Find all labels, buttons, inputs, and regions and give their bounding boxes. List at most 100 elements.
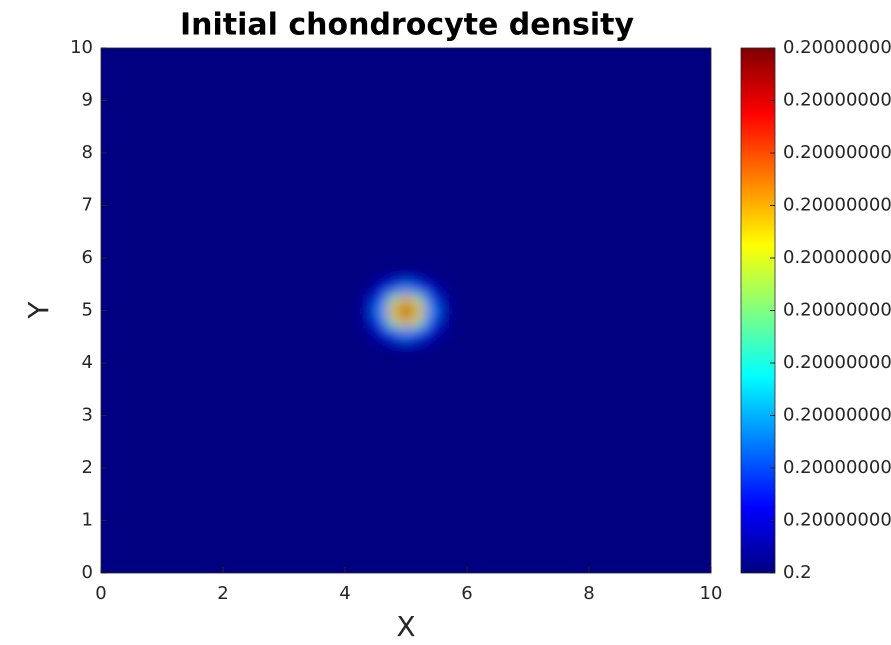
- heatmap-cell: [363, 284, 376, 296]
- heatmap-cell: [101, 284, 364, 296]
- heatmap-cell: [375, 315, 389, 327]
- heatmap-cell: [387, 48, 401, 275]
- heatmap-cell: [101, 336, 364, 348]
- heatmap-cell: [101, 305, 364, 317]
- heatmap-cell: [363, 305, 376, 317]
- y-tick-label: 7: [82, 195, 93, 216]
- heatmap-cell: [101, 326, 364, 338]
- heatmap-cell: [375, 48, 389, 275]
- heatmap-cell: [101, 347, 364, 573]
- colorbar-tick-label: 0.20000000: [783, 195, 891, 216]
- plot-frame: [100, 47, 712, 574]
- colorbar-tick-label: 0.20000000: [783, 405, 891, 426]
- heatmap-cell: [412, 315, 425, 327]
- heatmap-cell: [412, 305, 425, 317]
- heatmap-cell: [436, 326, 450, 338]
- heatmap-cell: [387, 315, 401, 327]
- heatmap-cell: [399, 315, 413, 327]
- heatmap-cell: [412, 294, 425, 306]
- x-tick-label: 2: [217, 583, 228, 604]
- colorbar-tick-label: 0.20000000: [783, 352, 891, 373]
- heatmap-cell: [424, 347, 437, 573]
- heatmap-cell: [399, 284, 413, 296]
- heatmap-cell: [101, 294, 364, 306]
- chart-title: Initial chondrocyte density: [180, 8, 635, 43]
- heatmap-cell: [448, 347, 711, 573]
- heatmap-cell: [424, 294, 437, 306]
- heatmap-cell: [436, 48, 450, 275]
- heatmap-cell: [399, 336, 413, 348]
- colorbar-tick-label: 0.20000000: [783, 457, 891, 478]
- heatmap-cell: [424, 315, 437, 327]
- x-tick-label: 4: [339, 583, 350, 604]
- heatmap-cell: [363, 294, 376, 306]
- heatmap-cell: [448, 305, 711, 317]
- heatmap-cell: [399, 294, 413, 306]
- heatmap-cell: [387, 284, 401, 296]
- heatmap-cells: [101, 48, 711, 573]
- heatmap-cell: [363, 347, 376, 573]
- heatmap-cell: [436, 294, 450, 306]
- heatmap-cell: [375, 336, 389, 348]
- y-tick-label: 8: [82, 142, 93, 163]
- heatmap-cell: [436, 305, 450, 317]
- heatmap-cell: [448, 315, 711, 327]
- y-tick-label: 0: [82, 562, 93, 583]
- heatmap-cell: [399, 273, 413, 285]
- heatmap-cell: [436, 315, 450, 327]
- heatmap-cell: [412, 336, 425, 348]
- heatmap-cell: [412, 326, 425, 338]
- heatmap-cell: [375, 273, 389, 285]
- heatmap-cell: [436, 336, 450, 348]
- y-tick-label: 5: [82, 300, 93, 321]
- y-tick-label: 10: [70, 37, 93, 58]
- heatmap-cell: [412, 48, 425, 275]
- heatmap-cell: [363, 48, 376, 275]
- heatmap-cell: [387, 326, 401, 338]
- heatmap-cell: [448, 273, 711, 285]
- heatmap-cell: [387, 294, 401, 306]
- heatmap-cell: [387, 347, 401, 573]
- y-axis-label: Y: [22, 301, 55, 320]
- heatmap-cell: [375, 305, 389, 317]
- colorbar-tick-label: 0.2: [783, 562, 812, 583]
- heatmap-cell: [375, 347, 389, 573]
- heatmap-cell: [448, 294, 711, 306]
- heatmap-cell: [387, 336, 401, 348]
- heatmap-cell: [363, 336, 376, 348]
- heatmap-cell: [399, 326, 413, 338]
- y-tick-label: 4: [82, 352, 93, 373]
- y-tick-label: 9: [82, 90, 93, 111]
- x-tick-label: 10: [700, 583, 723, 604]
- heatmap-cell: [387, 273, 401, 285]
- heatmap-cell: [424, 336, 437, 348]
- heatmap-cell: [424, 326, 437, 338]
- heatmap-cell: [424, 48, 437, 275]
- colorbar-tick-label: 0.20000000: [783, 37, 891, 58]
- heatmap-cell: [424, 305, 437, 317]
- colorbar-tick-label: 0.20000000: [783, 142, 891, 163]
- heatmap-cell: [387, 305, 401, 317]
- heatmap-cell: [448, 48, 711, 275]
- heatmap-cell: [375, 284, 389, 296]
- heatmap-cell: [448, 326, 711, 338]
- heatmap-cell: [436, 273, 450, 285]
- heatmap-cell: [448, 284, 711, 296]
- heatmap-cell: [448, 336, 711, 348]
- heatmap-cell: [375, 326, 389, 338]
- colorbar: [740, 47, 776, 574]
- heatmap-cell: [363, 273, 376, 285]
- y-tick-label: 2: [82, 457, 93, 478]
- colorbar-tick-label: 0.20000000: [783, 247, 891, 268]
- heatmap-cell: [399, 305, 413, 317]
- x-tick-label: 0: [95, 583, 106, 604]
- heatmap-cell: [101, 48, 364, 275]
- heatmap-cell: [424, 273, 437, 285]
- heatmap-cell: [399, 48, 413, 275]
- heatmap-cell: [424, 284, 437, 296]
- heatmap-cell: [363, 315, 376, 327]
- y-tick-label: 1: [82, 510, 93, 531]
- x-tick-label: 8: [583, 583, 594, 604]
